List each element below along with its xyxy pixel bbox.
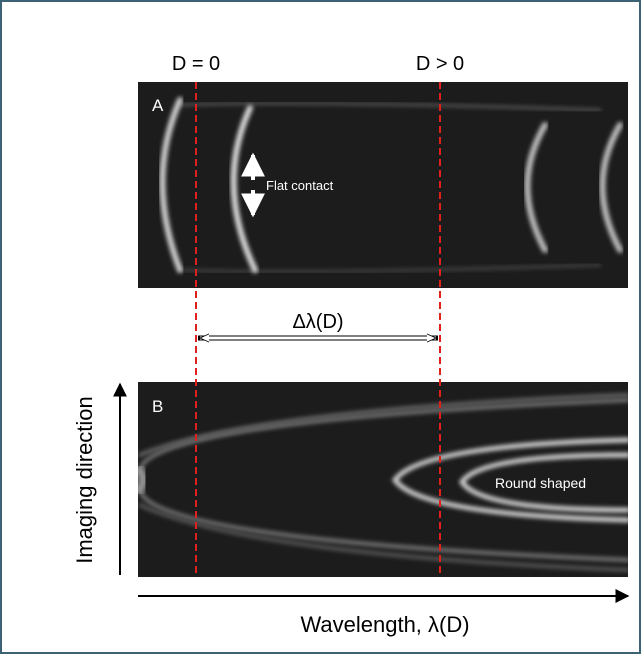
panel-label: A bbox=[152, 96, 164, 115]
annotation: Round shaped bbox=[495, 475, 586, 491]
axis-label: Wavelength, λ(D) bbox=[300, 612, 469, 637]
figure: A Flat contact B Round shaped D = 0 D > … bbox=[0, 0, 641, 654]
annotation: Flat contact bbox=[266, 178, 334, 193]
delta-label: Δλ(D) bbox=[292, 311, 343, 333]
axis-label: Imaging direction bbox=[72, 396, 97, 564]
panel-a: A Flat contact bbox=[138, 82, 628, 288]
panel-b: B Round shaped bbox=[138, 382, 628, 577]
panel-a-image bbox=[138, 82, 628, 288]
reference-label: D > 0 bbox=[416, 53, 464, 75]
reference-label: D = 0 bbox=[172, 53, 220, 75]
diagram: A Flat contact B Round shaped D = 0 D > … bbox=[2, 2, 639, 652]
panel-label: B bbox=[152, 397, 163, 416]
